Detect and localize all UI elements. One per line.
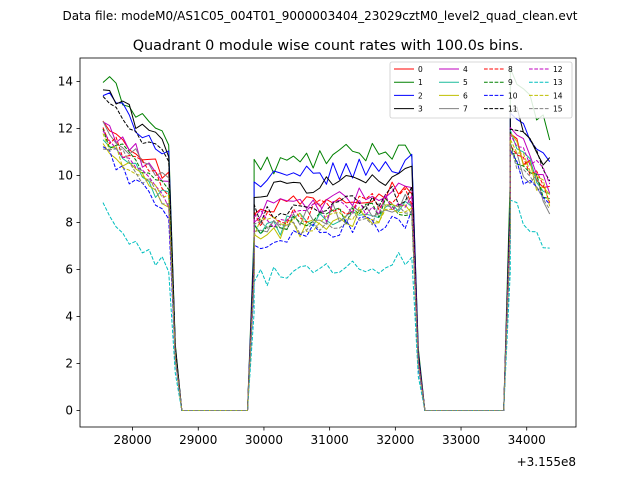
legend-label-0: 0 <box>418 65 423 74</box>
legend-label-12: 12 <box>553 65 563 74</box>
legend-label-2: 2 <box>418 91 423 100</box>
legend-label-4: 4 <box>463 65 468 74</box>
plot-area <box>79 57 577 428</box>
legend-label-11: 11 <box>508 105 518 114</box>
legend-frame <box>389 61 573 119</box>
legend-label-8: 8 <box>508 65 513 74</box>
x-axis: 28000 29000 30000 31000 32000 33000 34000 <box>113 427 546 447</box>
legend-label-3: 3 <box>418 105 423 114</box>
x-tick-label: 31000 <box>311 433 349 447</box>
series-line-15 <box>102 143 551 411</box>
y-tick-label: 12 <box>58 122 73 136</box>
y-tick-label: 14 <box>58 75 73 89</box>
chart-title: Quadrant 0 module wise count rates with … <box>133 38 524 54</box>
axes-background <box>80 58 576 427</box>
legend-label-7: 7 <box>463 105 468 114</box>
y-tick-label: 2 <box>65 357 73 371</box>
legend-label-9: 9 <box>508 78 513 87</box>
legend-label-15: 15 <box>553 105 563 114</box>
legend-label-6: 6 <box>463 91 468 100</box>
x-tick-label: 29000 <box>179 433 217 447</box>
axes-frame <box>79 57 577 428</box>
legend-label-5: 5 <box>463 78 468 87</box>
legend-label-13: 13 <box>553 78 563 87</box>
legend-label-1: 1 <box>418 78 423 87</box>
y-tick-label: 10 <box>58 169 73 183</box>
y-axis: 0 2 4 6 8 10 12 14 <box>58 75 80 418</box>
x-offset-label: +3.155e8 <box>517 455 576 469</box>
data-file-label: Data file: modeM0/AS1C05_004T01_90000034… <box>62 9 577 23</box>
x-tick-label: 32000 <box>376 433 414 447</box>
y-tick-label: 0 <box>65 404 73 418</box>
y-tick-label: 4 <box>65 310 73 324</box>
y-tick-label: 6 <box>65 263 73 277</box>
legend-label-14: 14 <box>553 91 563 100</box>
series-layer <box>102 67 551 411</box>
y-tick-label: 8 <box>65 216 73 230</box>
series-line-14 <box>102 133 551 411</box>
x-tick-label: 34000 <box>508 433 546 447</box>
x-tick-label: 28000 <box>113 433 151 447</box>
x-tick-label: 30000 <box>245 433 283 447</box>
x-tick-label: 33000 <box>442 433 480 447</box>
legend-label-10: 10 <box>508 91 518 100</box>
